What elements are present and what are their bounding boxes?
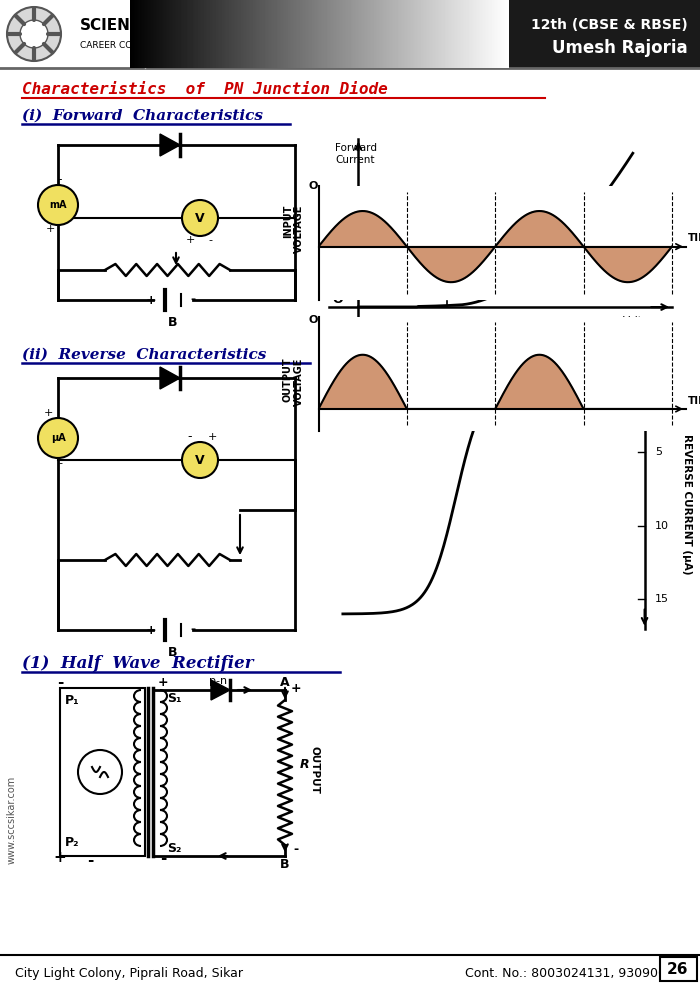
Circle shape <box>38 418 78 458</box>
Text: -: - <box>188 431 193 444</box>
Text: 26: 26 <box>667 961 689 976</box>
Text: mA: mA <box>49 200 66 210</box>
Text: REVERSE CURRENT (μA): REVERSE CURRENT (μA) <box>682 434 692 574</box>
Text: O: O <box>308 181 318 191</box>
Text: A: A <box>280 675 290 688</box>
Text: S₂: S₂ <box>167 842 181 854</box>
Text: -6: -6 <box>433 352 445 365</box>
Text: μA: μA <box>50 433 65 443</box>
Text: -: - <box>160 850 166 865</box>
Text: CAREER COACHING: CAREER COACHING <box>80 42 167 50</box>
Text: -: - <box>57 173 62 186</box>
Text: -: - <box>57 675 63 690</box>
Text: 10: 10 <box>655 521 669 531</box>
Text: O: O <box>308 315 318 325</box>
Text: +: + <box>146 624 156 637</box>
Text: P₁: P₁ <box>64 694 79 707</box>
Text: -4: -4 <box>501 352 513 365</box>
Text: +: + <box>186 235 195 245</box>
Text: -8: -8 <box>365 352 376 365</box>
Text: -: - <box>293 843 299 856</box>
Text: www.sccsikar.com: www.sccsikar.com <box>7 776 17 864</box>
Text: B: B <box>168 316 178 329</box>
Text: Forward
Current: Forward Current <box>335 143 377 164</box>
Circle shape <box>182 200 218 236</box>
Polygon shape <box>160 134 180 156</box>
Text: +: + <box>158 676 168 689</box>
Text: (ii)  Reverse  Characteristics: (ii) Reverse Characteristics <box>22 348 267 362</box>
Text: V: V <box>195 212 205 225</box>
Text: OUTPUT
VOLTAGE: OUTPUT VOLTAGE <box>283 357 304 406</box>
Text: B: B <box>168 646 178 659</box>
Text: Threshold
Voltage: Threshold Voltage <box>433 322 481 344</box>
Text: -2: -2 <box>570 352 582 365</box>
Text: 15: 15 <box>655 594 669 604</box>
Text: +: + <box>207 432 217 442</box>
Bar <box>0 0 700 68</box>
Circle shape <box>78 750 122 794</box>
Text: +: + <box>43 408 52 418</box>
Text: +: + <box>54 850 66 865</box>
Text: 2: 2 <box>655 403 662 414</box>
Text: OUTPUT: OUTPUT <box>310 746 320 794</box>
Text: INPUT
VOLTAGE: INPUT VOLTAGE <box>283 205 304 253</box>
Text: -: - <box>208 235 212 245</box>
Text: p-n: p-n <box>209 676 227 686</box>
Text: -: - <box>87 852 93 867</box>
Text: REVERSE BIAS (V): REVERSE BIAS (V) <box>444 344 570 357</box>
Polygon shape <box>160 367 180 389</box>
Bar <box>660 957 697 981</box>
Circle shape <box>20 20 48 48</box>
Polygon shape <box>211 680 230 700</box>
Text: +: + <box>46 224 55 234</box>
Text: TIME: TIME <box>687 233 700 244</box>
Text: Umesh Rajoria: Umesh Rajoria <box>552 39 688 57</box>
Text: -: - <box>190 624 195 637</box>
Text: R: R <box>300 758 309 771</box>
Text: Cont. No.: 8003024131, 9309068859: Cont. No.: 8003024131, 9309068859 <box>465 966 698 979</box>
Text: 3: 3 <box>655 418 662 428</box>
Text: (for silicon diodes V$_{\rm Th}$ $\approx$ 0.7V): (for silicon diodes V$_{\rm Th}$ $\appro… <box>358 340 495 351</box>
Circle shape <box>38 185 78 225</box>
Text: O: O <box>332 293 343 306</box>
Text: Characteristics  of  PN Junction Diode: Characteristics of PN Junction Diode <box>22 82 388 97</box>
Text: -: - <box>190 293 195 307</box>
Text: (1)  Half  Wave  Rectifier: (1) Half Wave Rectifier <box>22 654 253 671</box>
Text: SCIENCE: SCIENCE <box>80 19 153 34</box>
Circle shape <box>182 442 218 478</box>
Text: O: O <box>658 354 668 367</box>
Text: B: B <box>280 858 290 871</box>
Text: +: + <box>290 681 301 695</box>
Bar <box>0 0 145 68</box>
Text: 5: 5 <box>655 447 662 457</box>
Text: +: + <box>146 293 156 307</box>
Circle shape <box>7 7 61 61</box>
Text: TIME: TIME <box>687 396 700 406</box>
Text: 12th (CBSE & RBSE): 12th (CBSE & RBSE) <box>531 18 688 32</box>
Text: V: V <box>195 453 205 466</box>
Text: City Light Colony, Piprali Road, Sikar: City Light Colony, Piprali Road, Sikar <box>15 966 243 979</box>
Text: S₁: S₁ <box>167 691 181 705</box>
Bar <box>60 688 145 856</box>
Text: Voltage: Voltage <box>623 316 662 326</box>
Text: -: - <box>58 458 62 468</box>
Text: (i)  Forward  Characteristics: (i) Forward Characteristics <box>22 109 263 123</box>
Text: P₂: P₂ <box>64 837 79 849</box>
